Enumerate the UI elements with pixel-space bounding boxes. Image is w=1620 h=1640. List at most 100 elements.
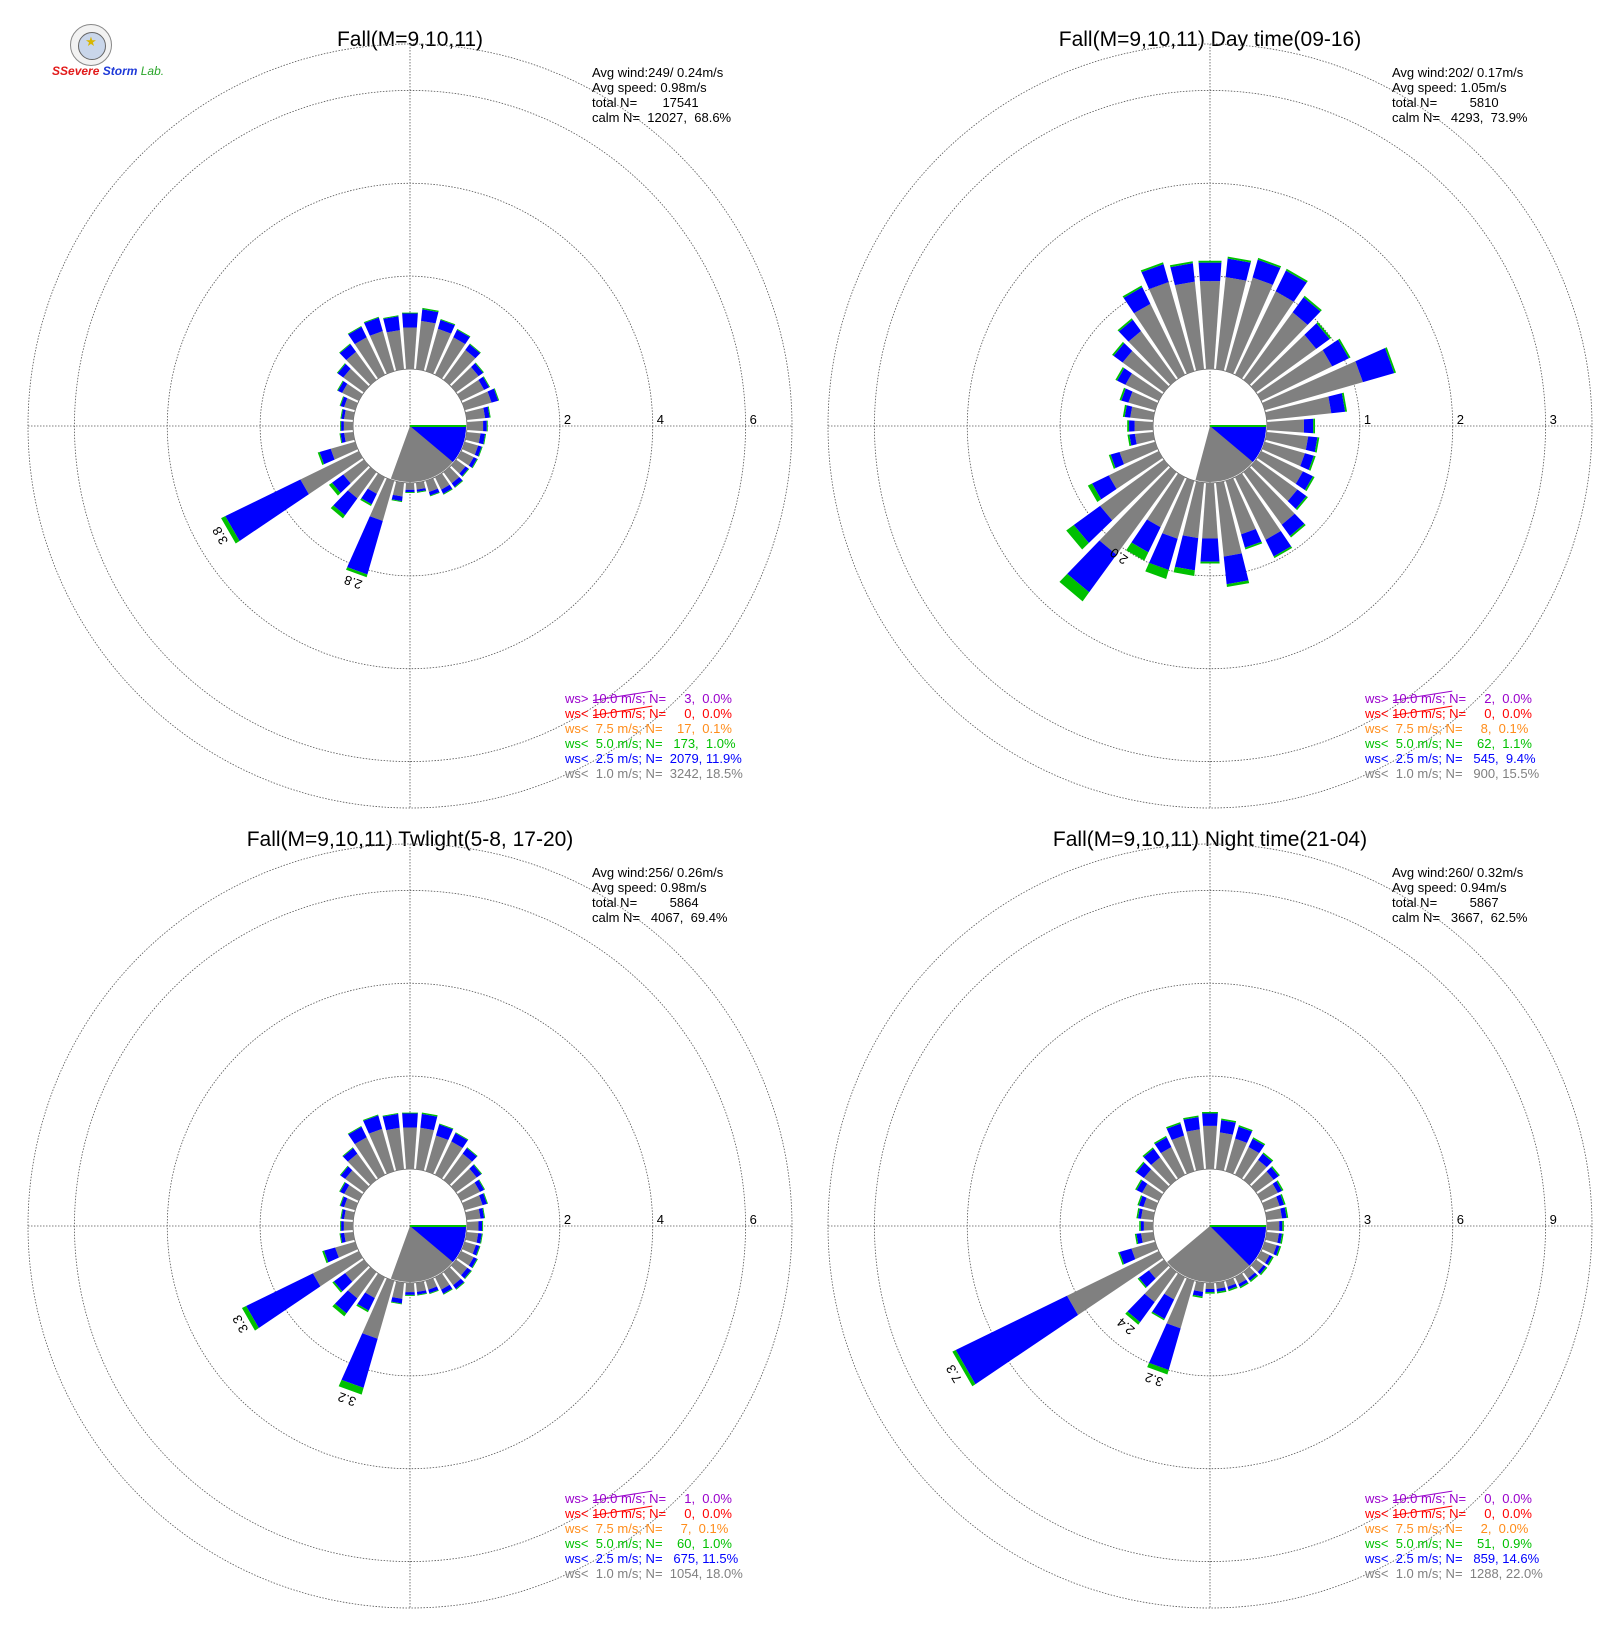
bar-segment-lt2-5 [1123, 287, 1151, 314]
bar-segment-lt5 [1249, 1274, 1259, 1283]
bar-segment-lt2-5 [437, 319, 455, 334]
bar-segment-lt5 [363, 316, 379, 324]
bar-segment-lt5 [402, 312, 418, 314]
bar-segment-lt2-5 [1235, 1126, 1253, 1143]
bar-segment-lt5 [1122, 285, 1143, 298]
bar-segment-lt2-5 [478, 1207, 485, 1219]
bar-segment-lt2-5 [363, 1115, 383, 1134]
bar-segment-lt1 [344, 1209, 355, 1221]
ring-label: 6 [750, 412, 757, 427]
bar-segment-lt2-5 [468, 1257, 478, 1268]
bar-segment-lt1 [457, 1250, 474, 1266]
bar-segment-lt1 [344, 409, 355, 421]
bar-segment-lt2-5 [340, 1166, 353, 1179]
bar-segment-lt2-5 [1138, 1270, 1156, 1288]
legend-entry: ws< 1.0 m/s; N= 1054, 18.0% [565, 1566, 743, 1581]
bar-segment-lt5 [340, 409, 343, 419]
bar-segment-lt1 [462, 1241, 476, 1254]
wind-rose-plot: 2 4 63.82.8 [27, 43, 793, 809]
bar-segment-lt5 [362, 1114, 379, 1121]
bar-segment-lt2-5 [1322, 339, 1349, 367]
bar-segment-lt1 [347, 1267, 377, 1299]
bar-segment-lt5 [469, 343, 481, 354]
bar-segment-lt1 [1215, 1281, 1226, 1289]
bar-segment-lt5 [1145, 562, 1169, 579]
bar-segment-lt2-5 [1281, 513, 1305, 536]
stats-line: total N= 5867 [1392, 895, 1499, 910]
bar-segment-lt1 [1140, 1209, 1155, 1221]
bar-segment-lt2-5 [1127, 1293, 1155, 1323]
bar-segment-lt5 [1280, 1233, 1284, 1244]
legend-entry: ws> 10.0 m/s; N= 1, 0.0% [565, 1491, 743, 1506]
bar-segment-lt5 [1066, 524, 1089, 550]
bar-segment-lt5 [417, 1293, 427, 1296]
bar-segment-lt2-5 [469, 1164, 482, 1178]
bar-segment-lt1 [1257, 1250, 1270, 1264]
bar-segment-lt1 [365, 1273, 386, 1299]
bar-segment-lt5 [1137, 1277, 1147, 1289]
bar-segment-lt2-5 [478, 376, 490, 390]
bar-segment-lt1 [344, 398, 358, 411]
bar-segment-lt1 [1251, 334, 1317, 393]
bar-segment-lt1 [1205, 1282, 1215, 1290]
bar-segment-lt5 [1338, 338, 1351, 359]
bar-segment-lt5 [1166, 1122, 1181, 1129]
bar-segment-lt1 [1131, 1241, 1158, 1260]
legend-entry: ws< 2.5 m/s; N= 859, 14.6% [1365, 1551, 1540, 1566]
stats-line: Avg wind:202/ 0.17m/s [1392, 65, 1524, 80]
bar-segment-lt2-5 [1183, 1116, 1200, 1132]
bar-segment-lt2-5 [1200, 538, 1220, 562]
bar-segment-lt2-5 [1131, 519, 1161, 553]
bar-segment-lt2-5 [1143, 1148, 1161, 1165]
bar-segment-lt2-5 [323, 1247, 339, 1263]
bar-segment-lt2-5 [1292, 297, 1321, 325]
bar-segment-lt1 [465, 431, 481, 444]
bar-segment-lt1 [1140, 1231, 1155, 1243]
bar-segment-lt5 [339, 433, 343, 444]
bar-segment-lt5 [1314, 437, 1320, 453]
ring-label: 6 [1457, 1212, 1464, 1227]
bar-segment-lt5 [383, 315, 399, 319]
bar-segment-lt5 [1267, 1256, 1274, 1266]
bar-segment-lt5 [471, 1258, 478, 1269]
bar-segment-lt1 [465, 407, 486, 421]
bar-segment-lt5 [1226, 580, 1250, 588]
grid-ring [27, 843, 793, 1609]
bar-segment-lt1 [1148, 1259, 1169, 1279]
bar-segment-lt2-5 [357, 1292, 375, 1311]
bar-segment-lt2-5 [383, 316, 400, 333]
bar-segment-lt5 [340, 1221, 342, 1231]
bar-segment-lt1 [443, 467, 460, 484]
bar-segment-lt1 [1164, 1273, 1186, 1300]
bar-segment-lt5 [1284, 1206, 1289, 1218]
bar-segment-lt2-5 [1136, 1180, 1148, 1193]
bar-segment-lt1 [392, 481, 405, 497]
bar-segment-lt5 [421, 1112, 438, 1117]
logo-wordmark: SSevere Storm Lab. [52, 64, 165, 78]
bar-segment-lt5 [1198, 260, 1222, 263]
bar-segment-lt5 [1192, 1294, 1203, 1299]
bar-segment-lt5 [338, 1379, 364, 1395]
bar-segment-lt1 [1251, 459, 1298, 502]
bar-segment-lt2-5 [1241, 528, 1262, 548]
bar-segment-lt2-5 [1252, 259, 1281, 285]
wind-rose-panel-1: Fall(M=9,10,11) 2 4 6 3.8 2.8 Avg wind:249/ 0.… [10, 8, 810, 809]
bar-segment-lt5 [356, 1304, 369, 1313]
bar-segment-lt1 [462, 391, 492, 411]
bar-segment-lt1 [1234, 291, 1294, 379]
bar-segment-lt2-5 [337, 381, 348, 393]
bar-segment-lt5 [1140, 262, 1164, 273]
bar-segment-lt1 [1125, 373, 1163, 402]
wind-rose-panel-4: Fall(M=9,10,11) Night time(21-04) 3 6 9 7.3 2… [810, 808, 1610, 1609]
bar-segment-lt5 [1059, 573, 1090, 602]
bar-segment-lt5 [483, 376, 491, 388]
bar-segment-lt5 [480, 1233, 483, 1244]
bar-segment-lt2-5 [1073, 505, 1113, 544]
bar-segment-lt1 [1225, 1278, 1236, 1287]
legend-entry: ws> 10.0 m/s; N= 0, 0.0% [1365, 1491, 1543, 1506]
severe-storm-lab-logo: ★ SSevere Storm Lab. [52, 24, 164, 84]
bar-segment-lt1 [1174, 281, 1205, 371]
bar-segment-lt5 [1308, 455, 1316, 471]
bar-segment-lt2-5 [340, 432, 346, 443]
bar-segment-lt1 [345, 1170, 369, 1193]
